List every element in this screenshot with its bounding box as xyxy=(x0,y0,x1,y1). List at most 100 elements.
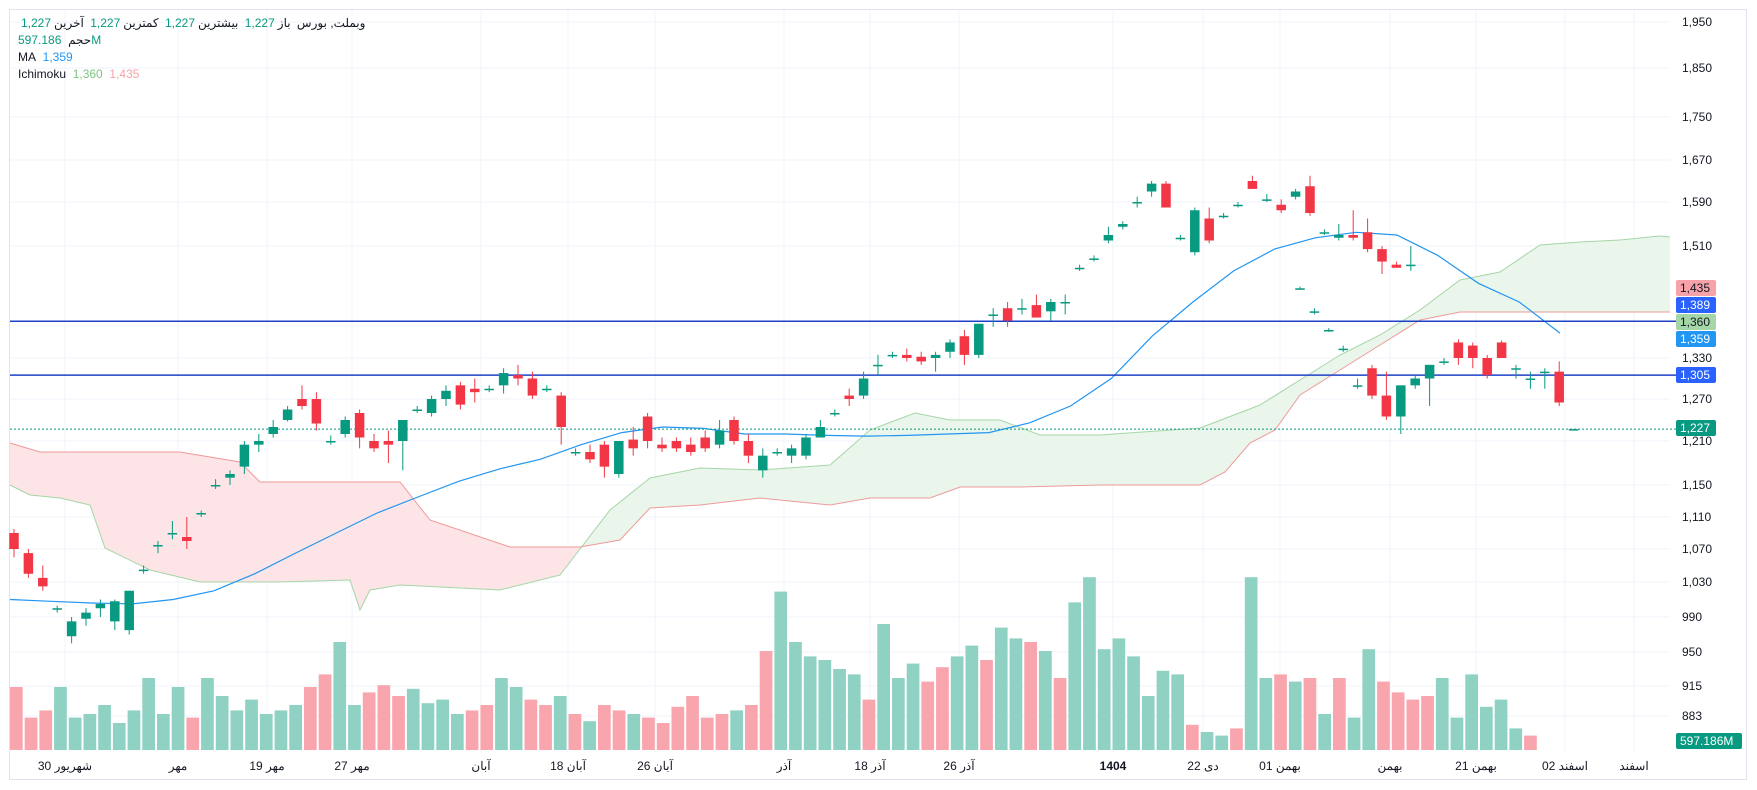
volume-bar xyxy=(1259,678,1273,750)
candle-body xyxy=(542,388,552,391)
candle-body xyxy=(1309,311,1320,313)
price-label-hline: 1,305 xyxy=(1680,368,1710,382)
candle-body xyxy=(1074,267,1085,270)
price-label-bg xyxy=(1676,297,1716,313)
x-tick-label: 01 بهمن xyxy=(1259,759,1301,773)
volume-bar xyxy=(1318,714,1331,750)
candle-body xyxy=(1367,368,1377,396)
candle-body xyxy=(1262,199,1272,201)
volume-bar xyxy=(68,717,82,750)
volume-bar xyxy=(509,687,523,750)
volume-bar xyxy=(833,669,846,750)
price-label-bg xyxy=(1676,331,1716,347)
x-tick-label: 26 آذر xyxy=(943,758,975,773)
legend-ma-label: MA xyxy=(18,50,36,64)
volume-bar xyxy=(847,674,861,750)
candle-body xyxy=(268,427,278,434)
volume-bar xyxy=(862,699,876,750)
y-tick-label: 1,270 xyxy=(1682,392,1712,406)
volume-bar xyxy=(98,705,111,750)
volume-bar xyxy=(745,705,758,750)
candle-body xyxy=(714,430,725,445)
candle-body xyxy=(153,545,163,547)
candle-body xyxy=(1204,218,1214,241)
legend-ichimoku-label: Ichimoku xyxy=(18,67,67,81)
candle-body xyxy=(772,452,782,454)
volume-bar xyxy=(304,687,317,750)
volume-bar xyxy=(1362,649,1376,750)
volume-bar xyxy=(230,710,244,750)
candle-body xyxy=(1362,232,1373,250)
candle-body xyxy=(1424,364,1435,379)
legend-volume-label: حجم xyxy=(68,33,92,47)
volume-bar xyxy=(1053,678,1067,750)
legend-ichimoku-value-2: 1,435 xyxy=(109,67,140,81)
y-tick-label: 990 xyxy=(1682,610,1702,624)
candle-body xyxy=(23,553,34,574)
price-label-ichimoku_a: 1,360 xyxy=(1680,315,1710,329)
candle-body xyxy=(1031,305,1042,318)
candle-body xyxy=(916,356,926,362)
volume-bar xyxy=(1215,735,1229,750)
candle-body xyxy=(1305,186,1315,213)
volume-bar xyxy=(892,678,905,750)
price-label-bg xyxy=(1676,420,1716,436)
volume-bar xyxy=(83,714,97,750)
x-tick-label: 02 اسفند xyxy=(1542,759,1588,773)
volume-bar xyxy=(1141,696,1155,750)
y-tick-label: 1,210 xyxy=(1682,434,1712,448)
candle-body xyxy=(81,612,91,619)
candle-body xyxy=(758,455,768,471)
candle-body xyxy=(1396,385,1406,417)
volume-bar xyxy=(274,710,288,750)
x-tick-label: 30 شهریور xyxy=(38,759,92,773)
x-tick-label: مهر xyxy=(168,759,188,773)
candle-body xyxy=(1190,210,1200,253)
volume-bar xyxy=(348,705,361,750)
candle-body xyxy=(1468,345,1478,358)
ichimoku-row: Ichimoku 1,360 1,435 xyxy=(18,66,365,83)
volume-bar xyxy=(215,696,229,750)
volume-row: حجم 597.186M xyxy=(18,32,365,49)
candle-body xyxy=(945,342,955,352)
candle-body xyxy=(1391,264,1402,268)
y-tick-label: 1,110 xyxy=(1682,510,1711,524)
candle-body xyxy=(556,395,566,427)
price-label-last: 1,227 xyxy=(1680,421,1710,435)
candle-body xyxy=(959,336,970,355)
volume-bar xyxy=(112,723,126,750)
price-label-bg xyxy=(1676,314,1716,330)
volume-bar xyxy=(1083,577,1096,750)
volume-bar xyxy=(818,660,832,750)
candle-body xyxy=(311,399,322,424)
candle-body xyxy=(167,533,178,535)
volume-bar xyxy=(774,591,788,750)
candle-body xyxy=(1218,215,1229,218)
volume-bar xyxy=(186,717,200,750)
candle-body xyxy=(1439,361,1449,363)
candle-body xyxy=(484,388,494,391)
legend-high-value: 1,227 xyxy=(164,16,196,30)
volume-bar xyxy=(1524,735,1537,750)
volume-bar xyxy=(1391,692,1405,750)
y-tick-label: 883 xyxy=(1682,709,1702,723)
volume-bar xyxy=(656,723,670,750)
volume-bar xyxy=(980,660,993,750)
candle-body xyxy=(1247,181,1258,189)
volume-bar xyxy=(495,678,508,750)
x-tick-label: 18 آذر xyxy=(854,758,886,773)
volume-bar xyxy=(39,710,53,750)
candle-body xyxy=(1146,183,1157,192)
legend-close-value: 1,227 xyxy=(21,16,52,30)
price-label-ichimoku_b: 1,435 xyxy=(1680,281,1710,295)
x-tick-label: 21 بهمن xyxy=(1455,759,1497,773)
candle-body xyxy=(470,388,480,393)
candle-body xyxy=(9,533,19,549)
ichimoku-cloud-bearish xyxy=(10,443,580,610)
candle-body xyxy=(297,399,307,406)
volume-bar xyxy=(936,667,949,750)
candle-body xyxy=(1132,202,1142,204)
candle-body xyxy=(1406,264,1416,267)
volume-bar xyxy=(598,705,611,750)
